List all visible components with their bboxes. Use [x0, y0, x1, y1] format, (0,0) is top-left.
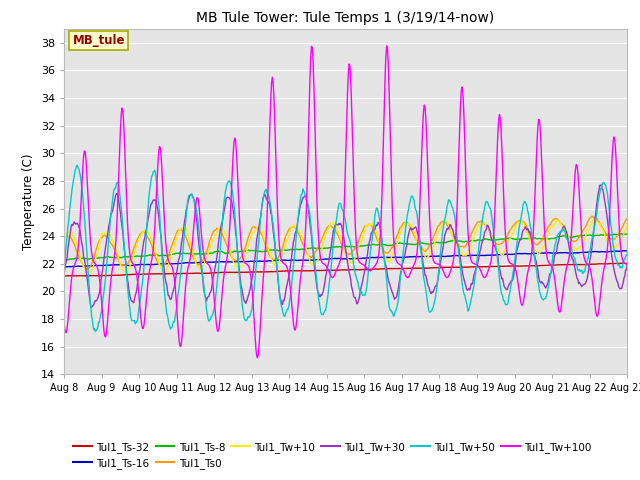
Tul1_Tw+10 — [628, 216, 636, 222]
Tul1_Ts-32 — [460, 264, 468, 270]
Tul1_Tw+10 — [60, 240, 68, 245]
Tul1_Tw+10 — [131, 247, 139, 252]
Tul1_Tw+30 — [428, 290, 435, 296]
Tul1_Ts0 — [242, 243, 250, 249]
Tul1_Ts0 — [84, 266, 92, 272]
Line: Tul1_Ts0: Tul1_Ts0 — [64, 214, 640, 269]
Tul1_Tw+100 — [462, 172, 470, 178]
Tul1_Tw+10 — [461, 252, 469, 258]
Line: Tul1_Ts-16: Tul1_Ts-16 — [64, 250, 640, 267]
Line: Tul1_Ts-32: Tul1_Ts-32 — [64, 263, 640, 276]
Tul1_Ts-8 — [63, 257, 70, 263]
Tul1_Tw+30 — [131, 292, 139, 298]
Y-axis label: Temperature (C): Temperature (C) — [22, 153, 35, 250]
Tul1_Ts-32 — [131, 272, 138, 277]
Tul1_Ts-32 — [271, 269, 278, 275]
Line: Tul1_Ts-8: Tul1_Ts-8 — [64, 232, 640, 260]
Tul1_Ts-16 — [63, 264, 70, 270]
Tul1_Ts-16 — [428, 253, 435, 259]
Tul1_Ts-8 — [60, 257, 68, 263]
Line: Tul1_Tw+30: Tul1_Tw+30 — [64, 185, 640, 307]
Tul1_Tw+100 — [60, 319, 68, 325]
Tul1_Ts0 — [271, 256, 279, 262]
Line: Tul1_Tw+50: Tul1_Tw+50 — [64, 166, 640, 332]
Tul1_Tw+50 — [462, 297, 470, 303]
Tul1_Tw+10 — [242, 252, 250, 258]
Tul1_Ts0 — [294, 230, 302, 236]
Legend: Tul1_Ts-32, Tul1_Ts-16, Tul1_Ts-8, Tul1_Ts0, Tul1_Tw+10, Tul1_Tw+30, Tul1_Tw+50,: Tul1_Ts-32, Tul1_Ts-16, Tul1_Ts-8, Tul1_… — [69, 437, 596, 473]
Tul1_Tw+10 — [84, 270, 92, 276]
Tul1_Tw+50 — [295, 206, 303, 212]
Tul1_Ts-32 — [294, 268, 301, 274]
Tul1_Ts-16 — [60, 264, 68, 270]
Title: MB Tule Tower: Tule Temps 1 (3/19/14-now): MB Tule Tower: Tule Temps 1 (3/19/14-now… — [196, 11, 495, 25]
Line: Tul1_Tw+100: Tul1_Tw+100 — [64, 46, 640, 358]
Tul1_Ts-8 — [242, 248, 250, 254]
Tul1_Ts0 — [461, 244, 469, 250]
Tul1_Tw+100 — [241, 260, 249, 266]
Tul1_Ts0 — [131, 241, 139, 247]
Tul1_Ts-8 — [428, 241, 435, 247]
Line: Tul1_Tw+10: Tul1_Tw+10 — [64, 219, 640, 273]
Tul1_Tw+30 — [598, 182, 605, 188]
Tul1_Ts-16 — [242, 259, 250, 264]
Tul1_Tw+30 — [60, 272, 68, 278]
Text: MB_tule: MB_tule — [72, 35, 125, 48]
Tul1_Tw+100 — [253, 355, 261, 360]
Tul1_Ts0 — [627, 211, 635, 217]
Tul1_Ts-16 — [131, 262, 139, 268]
Tul1_Ts-8 — [131, 253, 139, 259]
Tul1_Tw+10 — [294, 228, 302, 234]
Tul1_Tw+100 — [131, 263, 138, 269]
Tul1_Tw+10 — [271, 262, 279, 268]
Tul1_Ts-8 — [271, 247, 279, 253]
Tul1_Tw+30 — [294, 215, 302, 221]
Tul1_Ts-16 — [271, 257, 279, 263]
Tul1_Tw+100 — [294, 301, 302, 307]
Tul1_Ts0 — [428, 239, 435, 244]
Tul1_Tw+50 — [243, 318, 250, 324]
Tul1_Tw+50 — [60, 270, 68, 276]
Tul1_Ts-16 — [294, 257, 302, 263]
Tul1_Tw+100 — [428, 251, 436, 257]
Tul1_Tw+50 — [273, 256, 280, 262]
Tul1_Tw+50 — [92, 329, 99, 335]
Tul1_Ts-8 — [294, 247, 302, 252]
Tul1_Tw+50 — [74, 163, 81, 168]
Tul1_Tw+10 — [428, 247, 435, 252]
Tul1_Ts-32 — [60, 273, 68, 279]
Tul1_Tw+50 — [428, 307, 436, 312]
Tul1_Tw+100 — [383, 43, 390, 48]
Tul1_Tw+30 — [271, 252, 279, 257]
Tul1_Tw+30 — [88, 304, 95, 310]
Tul1_Ts-8 — [461, 239, 469, 244]
Tul1_Tw+100 — [271, 142, 279, 148]
Tul1_Ts-32 — [427, 265, 435, 271]
Tul1_Ts-16 — [461, 253, 469, 259]
Tul1_Tw+50 — [132, 320, 140, 325]
Tul1_Tw+30 — [242, 300, 250, 306]
Tul1_Ts0 — [60, 237, 68, 242]
Tul1_Ts-32 — [241, 269, 249, 275]
Tul1_Tw+30 — [461, 280, 469, 286]
